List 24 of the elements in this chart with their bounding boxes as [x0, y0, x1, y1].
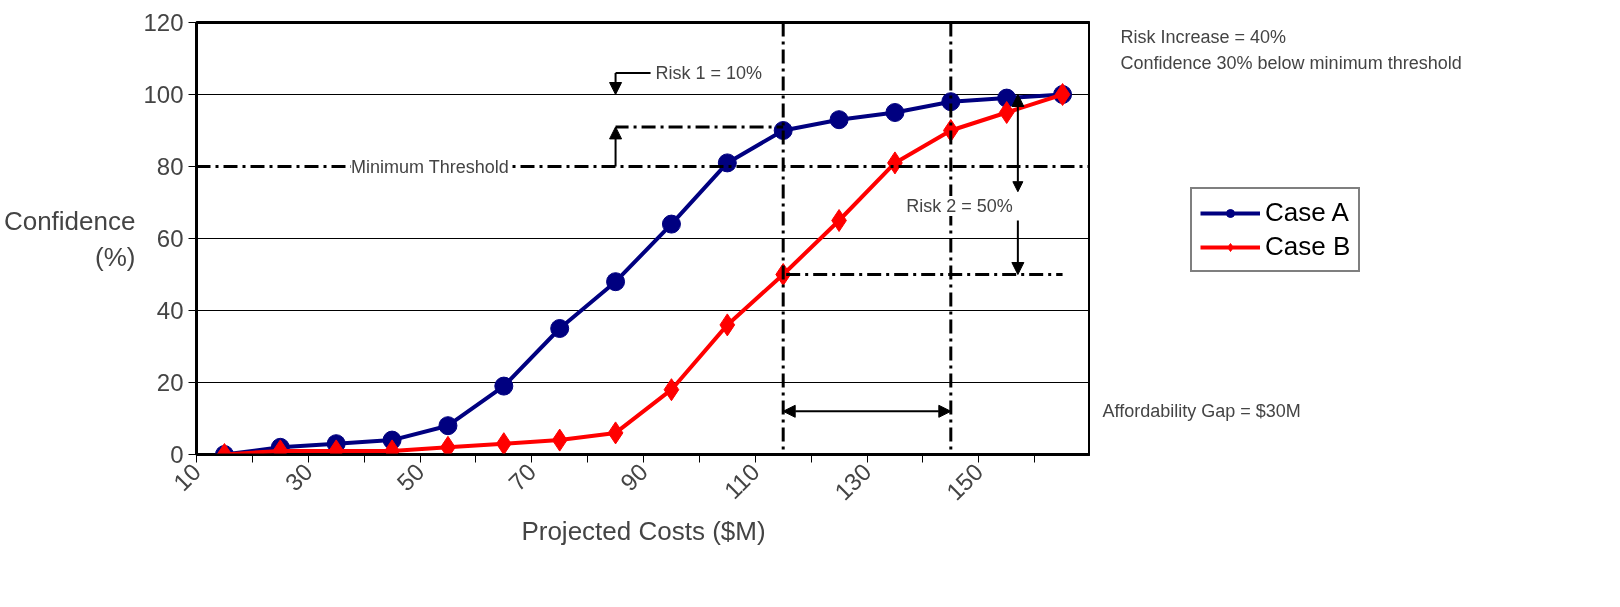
x-tick-label: 110: [718, 457, 765, 505]
x-tick-label: 30: [279, 457, 318, 496]
annotation: Risk 1 = 10%: [655, 62, 763, 83]
annotation: Risk 2 = 50%: [906, 196, 1013, 217]
y-tick-label: 100: [143, 81, 184, 108]
x-tick-label: 50: [391, 457, 430, 496]
text: Risk Increase = 40%: [1120, 26, 1287, 47]
x-axis-title: Projected Costs ($M): [521, 515, 766, 546]
y-tick-label: 40: [156, 297, 184, 324]
y-axis-title: Confidence (%): [3, 205, 136, 272]
x-tick-label: 150: [940, 457, 989, 506]
legend-label: Case A: [1265, 197, 1349, 228]
y-tick-label: 80: [156, 153, 184, 180]
y-tick-label: 0: [170, 441, 184, 468]
x-tick-label: 70: [503, 457, 542, 496]
y-tick-label: 60: [156, 225, 184, 252]
text: Confidence 30% below minimum threshold: [1120, 52, 1462, 73]
y-tick-label: 120: [143, 9, 184, 36]
y-tick-label: 20: [156, 369, 184, 396]
legend-label: Case B: [1265, 231, 1351, 262]
text: Affordability Gap = $30M: [1102, 401, 1301, 422]
ref-line-label: Minimum Threshold: [350, 156, 509, 177]
x-tick-label: 130: [829, 457, 877, 506]
x-tick-label: 90: [615, 457, 654, 496]
